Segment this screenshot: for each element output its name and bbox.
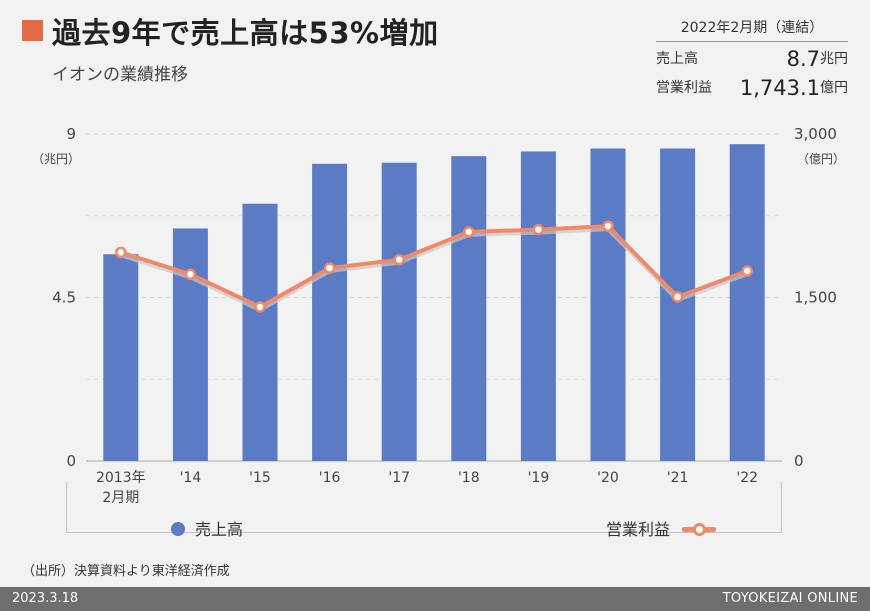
point-profit	[323, 262, 336, 274]
kpi-profit-unit: 億円	[820, 80, 848, 96]
legend-sales-marker	[171, 522, 185, 536]
kpi-profit-label: 営業利益	[656, 80, 712, 96]
kpi-sales-label: 売上高	[656, 51, 698, 67]
bar-sales	[590, 148, 626, 462]
point-profit	[741, 265, 753, 277]
bar-sales	[381, 162, 417, 461]
bar-sales	[172, 228, 208, 461]
y-left-tick-label: 0	[66, 452, 76, 470]
x-tick-label: 2013年	[96, 470, 146, 486]
x-tick-label: '15	[249, 470, 271, 486]
y-right-tick-label: 0	[794, 452, 804, 470]
y-left-tick-label: 4.5	[52, 289, 76, 307]
line-profit	[120, 224, 748, 309]
bar-sales	[312, 163, 348, 461]
y-right-tick-label: 3,000	[794, 125, 837, 143]
x-tick-label: 2月期	[102, 490, 139, 506]
kpi-period: 2022年2月期（連結）	[656, 17, 848, 42]
title-accent-square	[22, 20, 43, 41]
legend-sales-label: 売上高	[195, 520, 244, 539]
kpi-profit: 営業利益 1,743.1 億円	[656, 74, 848, 100]
bar-sales	[451, 156, 487, 461]
x-tick-label: '19	[528, 470, 550, 486]
y-right-unit: （億円）	[797, 152, 845, 166]
footer-bar: 2023.3.18 TOYOKEIZAI ONLINE	[0, 587, 870, 611]
legend-profit-marker	[693, 523, 706, 536]
footer-date: 2023.3.18	[12, 591, 79, 606]
source-note: （出所）決算資料より東洋経済作成	[22, 564, 230, 579]
x-tick-label: '17	[388, 470, 410, 486]
page-subtitle: イオンの業績推移	[52, 65, 188, 85]
point-profit	[184, 268, 197, 281]
bar-sales	[520, 151, 556, 461]
x-tick-label: '22	[736, 470, 758, 486]
x-tick-label: '18	[458, 470, 480, 486]
point-profit	[254, 301, 266, 313]
point-profit	[115, 246, 127, 259]
point-profit	[532, 223, 545, 236]
bar-sales	[242, 203, 278, 461]
bar-sales	[729, 144, 765, 461]
kpi-profit-value: 1,743.1	[739, 76, 820, 100]
point-profit	[393, 253, 405, 266]
bar-sales	[660, 148, 696, 462]
y-left-unit: （兆円）	[32, 152, 80, 166]
legend-profit-label: 営業利益	[606, 520, 671, 539]
x-tick-label: '20	[597, 470, 619, 486]
point-profit	[463, 226, 475, 238]
x-tick-label: '14	[180, 470, 202, 486]
legend-bracket	[66, 482, 782, 533]
y-right-tick-label: 1,500	[794, 289, 837, 307]
bar-sales	[103, 254, 139, 461]
line-profit-shadow	[120, 227, 748, 312]
y-left-tick-label: 9	[66, 125, 76, 143]
x-tick-label: '21	[667, 470, 689, 486]
point-profit	[671, 291, 684, 303]
footer-brand: TOYOKEIZAI ONLINE	[722, 591, 858, 606]
kpi-sales-value: 8.7	[786, 47, 820, 71]
kpi-sales: 売上高 8.7 兆円	[656, 45, 848, 71]
x-tick-label: '16	[319, 470, 341, 486]
page-title: 過去9年で売上高は53%増加	[52, 16, 439, 50]
point-profit	[602, 220, 614, 232]
kpi-sales-unit: 兆円	[820, 51, 848, 67]
